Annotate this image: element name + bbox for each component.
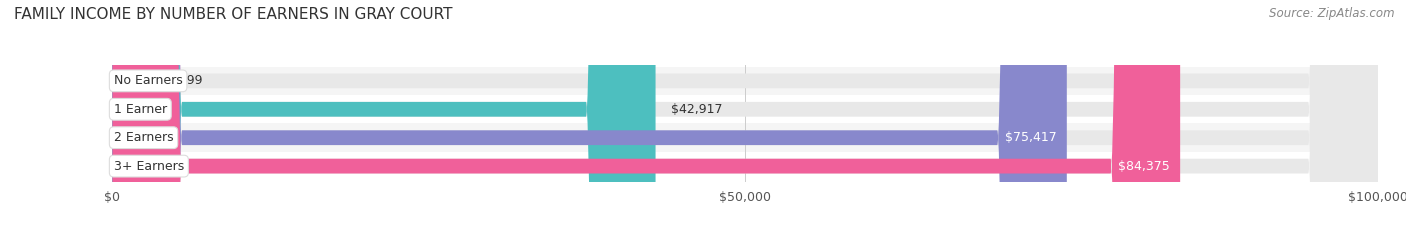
FancyBboxPatch shape [112, 0, 1378, 233]
FancyBboxPatch shape [112, 0, 1180, 233]
Text: $84,375: $84,375 [1118, 160, 1170, 173]
Bar [112, 95, 1378, 123]
FancyBboxPatch shape [112, 0, 655, 233]
Bar [112, 152, 1378, 180]
FancyBboxPatch shape [75, 0, 183, 233]
Text: FAMILY INCOME BY NUMBER OF EARNERS IN GRAY COURT: FAMILY INCOME BY NUMBER OF EARNERS IN GR… [14, 7, 453, 22]
Text: $42,917: $42,917 [671, 103, 723, 116]
FancyBboxPatch shape [112, 0, 1378, 233]
Text: 3+ Earners: 3+ Earners [114, 160, 184, 173]
FancyBboxPatch shape [112, 0, 1067, 233]
Text: 2 Earners: 2 Earners [114, 131, 173, 144]
Text: Source: ZipAtlas.com: Source: ZipAtlas.com [1270, 7, 1395, 20]
Bar [112, 67, 1378, 95]
Text: $75,417: $75,417 [1005, 131, 1057, 144]
Text: $2,499: $2,499 [159, 74, 202, 87]
Bar [112, 123, 1378, 152]
Text: 1 Earner: 1 Earner [114, 103, 167, 116]
FancyBboxPatch shape [112, 0, 1378, 233]
Text: No Earners: No Earners [114, 74, 183, 87]
FancyBboxPatch shape [112, 0, 1378, 233]
